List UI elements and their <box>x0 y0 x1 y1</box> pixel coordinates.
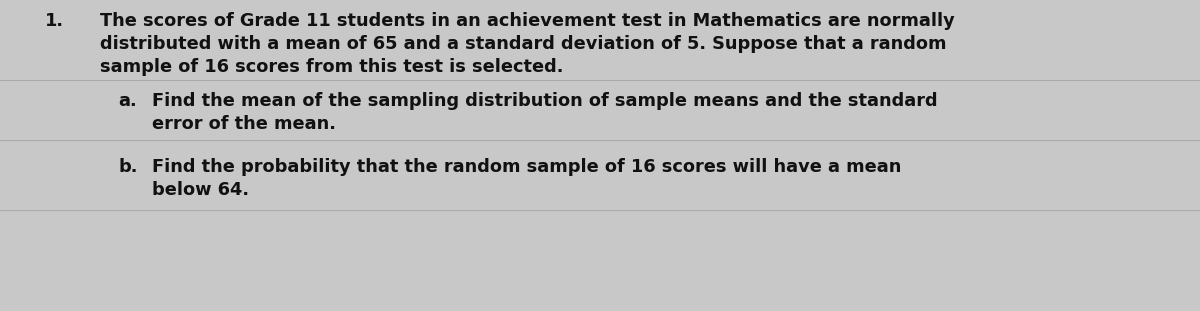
Text: The scores of Grade 11 students in an achievement test in Mathematics are normal: The scores of Grade 11 students in an ac… <box>100 12 955 30</box>
Text: below 64.: below 64. <box>152 181 250 199</box>
Text: error of the mean.: error of the mean. <box>152 115 336 133</box>
Text: sample of 16 scores from this test is selected.: sample of 16 scores from this test is se… <box>100 58 563 76</box>
Text: Find the mean of the sampling distribution of sample means and the standard: Find the mean of the sampling distributi… <box>152 92 937 110</box>
Text: distributed with a mean of 65 and a standard deviation of 5. Suppose that a rand: distributed with a mean of 65 and a stan… <box>100 35 947 53</box>
Text: Find the probability that the random sample of 16 scores will have a mean: Find the probability that the random sam… <box>152 158 901 176</box>
Text: 1.: 1. <box>46 12 64 30</box>
Text: b.: b. <box>118 158 137 176</box>
Text: a.: a. <box>118 92 137 110</box>
